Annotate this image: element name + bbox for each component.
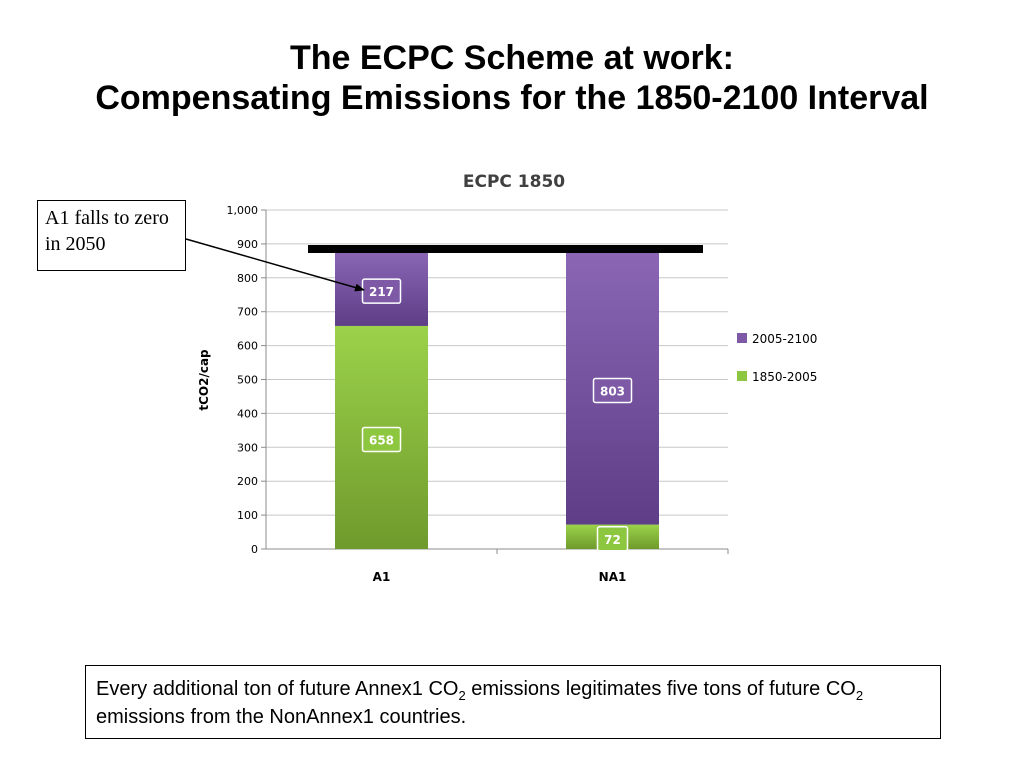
- data-label: 217: [369, 285, 394, 299]
- data-label: 72: [604, 533, 621, 547]
- note-text-2: emissions legitimates five tons of futur…: [465, 678, 856, 700]
- legend-swatch: [737, 333, 747, 343]
- legend-label: 2005-2100: [752, 332, 817, 346]
- data-label-box: [596, 526, 629, 552]
- legend-label: 1850-2005: [752, 370, 817, 384]
- data-label: 658: [369, 433, 394, 447]
- chart-title: ECPC 1850: [463, 172, 565, 192]
- note-box: Every additional ton of future Annex1 CO…: [85, 665, 941, 739]
- callout-arrow: [185, 238, 365, 292]
- callout-box: A1 falls to zero in 2050: [37, 200, 186, 271]
- y-axis-label: tCO2/cap: [197, 349, 211, 411]
- note-text-1: Every additional ton of future Annex1 CO: [96, 678, 459, 700]
- y-tick-label: 300: [237, 441, 258, 454]
- slide-title: The ECPC Scheme at work: Compensating Em…: [0, 38, 1024, 118]
- note-sub-2: 2: [855, 688, 864, 703]
- x-tick-label: NA1: [599, 570, 627, 584]
- data-label-box: [361, 426, 402, 453]
- note-sub-1: 2: [458, 688, 466, 703]
- y-tick-label: 100: [237, 509, 258, 522]
- y-tick-label: 500: [237, 374, 258, 387]
- note-text-3: emissions from the NonAnnex1 countries.: [96, 706, 467, 728]
- data-label-box: [592, 377, 633, 404]
- title-line-2: Compensating Emissions for the 1850-2100…: [95, 79, 929, 117]
- x-tick-label: A1: [373, 570, 391, 584]
- y-tick-label: 1,000: [227, 204, 259, 217]
- legend-swatch: [737, 371, 747, 381]
- y-tick-label: 0: [251, 543, 258, 556]
- data-label: 803: [600, 384, 625, 398]
- y-tick-label: 400: [237, 407, 258, 420]
- y-tick-label: 900: [237, 238, 258, 251]
- legend: 2005-2100 1850-2005: [737, 332, 817, 384]
- y-tick-label: 700: [237, 306, 258, 319]
- title-line-1: The ECPC Scheme at work:: [289, 39, 734, 77]
- y-tick-label: 800: [237, 272, 258, 285]
- y-tick-label: 600: [237, 340, 258, 353]
- y-tick-label: 200: [237, 475, 258, 488]
